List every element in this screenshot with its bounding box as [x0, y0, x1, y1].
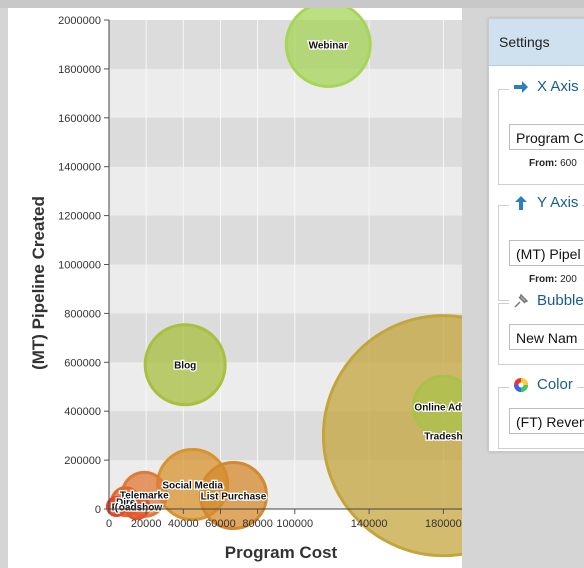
bubble-legend: Bubble — [509, 292, 584, 309]
y-tick-label: 1400000 — [58, 162, 101, 174]
bubble-online-advertising — [411, 374, 462, 438]
pushpin-icon — [513, 293, 529, 309]
y-tick-label: 800000 — [64, 308, 101, 320]
y-tick-label: 1200000 — [58, 211, 101, 223]
bubble-chart: Tradesh Online Adve Webinar Blog Social Medi… — [29, 8, 462, 562]
y-tick-label: 200000 — [64, 455, 101, 467]
y-axis-from-value: 200 — [560, 274, 577, 285]
bubbles — [105, 8, 462, 558]
y-axis-field-select[interactable]: (MT) Pipel — [509, 240, 584, 266]
grid-band — [109, 215, 462, 265]
bubble-label: Dire — [116, 498, 136, 509]
x-axis-field-select[interactable]: Program C — [509, 124, 584, 150]
bubble-label: Webinar — [309, 40, 348, 51]
y-axis-label: (MT) Pipeline Created — [29, 196, 48, 370]
x-axis-legend-text: X Axis — [537, 78, 579, 95]
y-tick-label: 600000 — [64, 357, 101, 369]
color-legend-text: Color — [537, 376, 573, 393]
x-tick-label: 40000 — [168, 518, 199, 530]
y-tick-label: 1000000 — [58, 260, 101, 272]
bubble-tradeshow — [321, 314, 462, 558]
bubble-list-purchase — [198, 461, 268, 531]
top-band — [0, 0, 584, 8]
x-tick-label: 180000 — [425, 518, 462, 530]
bubble-label: Blog — [174, 361, 196, 372]
x-axis-from-label: From: — [529, 158, 558, 169]
color-field-select[interactable]: (FT) Reven — [509, 408, 584, 434]
x-tick-label: 80000 — [242, 518, 273, 530]
x-tick-label: 0 — [106, 518, 112, 530]
y-axis-legend: Y Axis — [509, 194, 583, 211]
x-axis-from: From: 600 — [529, 158, 577, 169]
bubble-legend-text: Bubble — [537, 292, 584, 309]
bubble-label: Roadshow — [112, 503, 163, 514]
y-axis-from: From: 200 — [529, 274, 577, 285]
bubble-webinar — [284, 8, 372, 88]
x-axis-group: X Axis Program C From: 600 — [498, 78, 584, 185]
y-axis-from-label: From: — [529, 274, 558, 285]
bubble-label: List Purchase — [201, 492, 267, 503]
y-axis-group: Y Axis (MT) Pipel From: 200 — [498, 194, 584, 301]
bubble-labels: Tradesh Online Adve Webinar Blog Social Medi… — [110, 39, 462, 515]
bubble-label: Social Media — [162, 481, 223, 492]
y-tick-label: 0 — [95, 504, 101, 516]
bubble-field-select[interactable]: New Nam — [509, 324, 584, 350]
arrow-up-icon — [513, 195, 529, 211]
bubble-label: Tradesh — [424, 432, 462, 443]
bubble-label: Telemarke — [120, 490, 169, 501]
x-tick-label: 140000 — [351, 518, 388, 530]
settings-panel: Settings X Axis Program C From: 600 Y Ax… — [488, 18, 584, 452]
x-tick-label: 20000 — [131, 518, 162, 530]
y-tick-label: 400000 — [64, 406, 101, 418]
color-group: Color (FT) Reven — [498, 376, 584, 449]
bubble-group: Bubble New Nam — [498, 292, 584, 365]
y-axis-legend-text: Y Axis — [537, 194, 579, 211]
axes: 0200000400000600000800000100000012000001… — [58, 15, 462, 530]
chart-panel: Tradesh Online Adve Webinar Blog Social Medi… — [8, 8, 462, 568]
x-axis-legend: X Axis — [509, 78, 583, 95]
bubble-label: ( — [115, 503, 119, 514]
x-axis-from-value: 600 — [560, 158, 577, 169]
y-tick-label: 1800000 — [58, 64, 101, 76]
settings-title: Settings — [489, 19, 584, 66]
bubble-email — [105, 496, 127, 518]
grid-band — [109, 117, 462, 167]
y-tick-label: 1600000 — [58, 113, 101, 125]
color-wheel-icon — [513, 377, 529, 393]
y-tick-label: 2000000 — [58, 15, 101, 27]
x-tick-label: 100000 — [276, 518, 313, 530]
x-axis-label: Program Cost — [225, 543, 338, 562]
color-legend: Color — [509, 376, 577, 393]
bubble-blog — [143, 323, 227, 407]
bubble-label: Online Adve — [414, 402, 462, 413]
x-tick-label: 60000 — [205, 518, 236, 530]
arrow-right-icon — [513, 79, 529, 95]
